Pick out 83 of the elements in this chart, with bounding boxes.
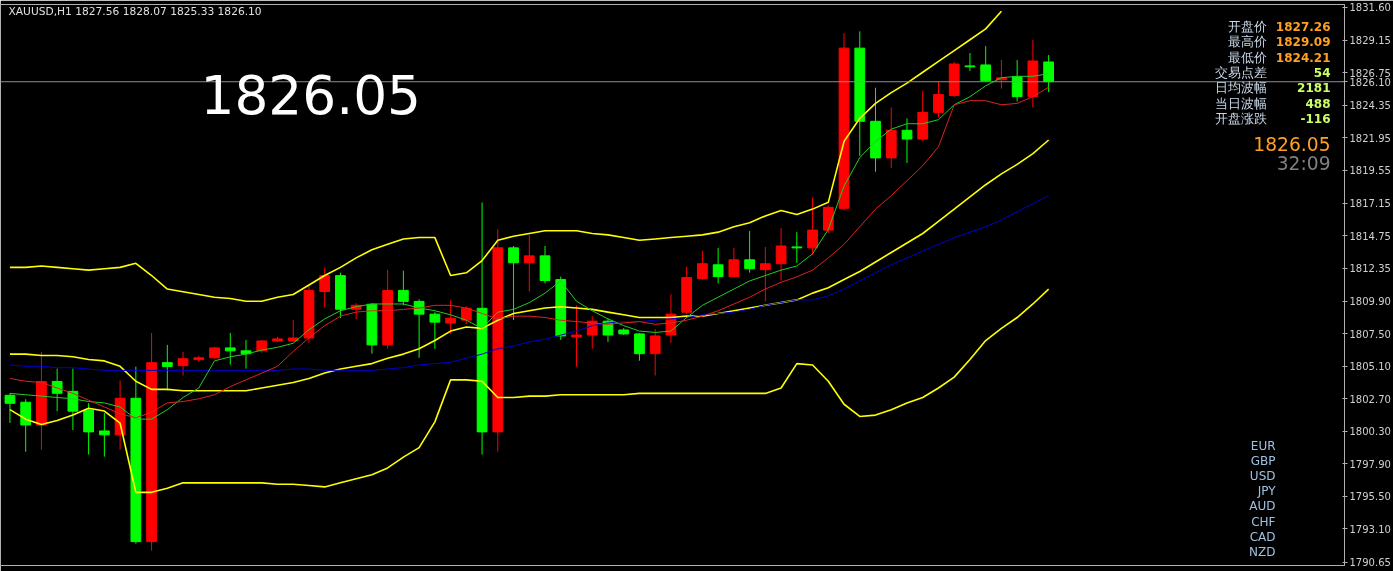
text: 开盘涨跌: [1214, 110, 1267, 126]
chart-title: XAUUSD,H1 1827.56 1828.07 1825.33 1826.10: [8, 5, 262, 18]
y-tick-label: 1800.30: [1349, 426, 1391, 438]
text: USD: [1249, 468, 1276, 483]
y-tick-label: 1829.15: [1349, 35, 1391, 47]
line-series: [9, 195, 1050, 371]
candlestick: [51, 368, 63, 412]
line-series: [9, 139, 1050, 392]
text: 交易点差: [1214, 64, 1267, 80]
text: EUR: [1250, 438, 1276, 453]
candlestick: [901, 117, 913, 164]
text: 日均波幅: [1214, 80, 1267, 96]
candlestick: [697, 250, 708, 281]
candlestick: [822, 204, 834, 234]
text: 1827.26: [1275, 20, 1331, 34]
candlestick: [319, 267, 331, 308]
candlestick: [791, 231, 803, 264]
candlestick: [398, 270, 409, 306]
candlestick: [508, 245, 519, 321]
candlestick: [4, 392, 16, 424]
candlestick: [224, 332, 236, 366]
text: NZD: [1249, 544, 1276, 559]
y-tick-label: 1824.35: [1349, 100, 1391, 112]
y-tick-label: 1807.50: [1349, 328, 1391, 340]
y-tick-label: 1809.90: [1349, 296, 1391, 308]
text: 当日波幅: [1214, 95, 1267, 111]
text: CHF: [1251, 514, 1276, 529]
y-tick-label: 1821.95: [1349, 132, 1391, 144]
candlestick: [1043, 54, 1055, 93]
candlestick: [980, 45, 992, 83]
candlestick: [98, 412, 110, 458]
candlestick: [964, 52, 976, 72]
candlestick: [429, 311, 441, 350]
text: JPY: [1256, 484, 1277, 499]
line-series: [9, 288, 1050, 494]
candlestick: [744, 230, 755, 274]
y-tick-label: 1790.65: [1349, 557, 1391, 569]
candlestick: [807, 196, 818, 256]
candlestick: [712, 247, 724, 285]
y-tick-label: 1819.55: [1349, 165, 1391, 177]
y-tick-label: 1817.15: [1349, 198, 1391, 210]
y-tick-label: 1793.10: [1349, 523, 1391, 535]
y-tick-label: 1826.75: [1349, 67, 1391, 79]
candlestick: [649, 328, 661, 377]
y-tick-label: 1797.90: [1349, 458, 1391, 470]
text: 1829.09: [1275, 35, 1331, 50]
candlestick: [20, 398, 32, 453]
y-tick-label: 1814.75: [1349, 230, 1391, 242]
text: 32:09: [1276, 153, 1331, 174]
candlestick: [523, 234, 535, 292]
candlestick: [759, 246, 771, 302]
candlestick: [1011, 59, 1023, 103]
y-tick-label: 1805.10: [1349, 361, 1391, 373]
text: 488: [1305, 96, 1331, 111]
candlestick: [67, 368, 79, 431]
candlestick: [161, 344, 173, 391]
candlestick: [83, 402, 95, 456]
candlestick: [933, 81, 944, 118]
candlestick: [240, 339, 252, 370]
y-tick-label: 1831.60: [1349, 2, 1391, 14]
candlestick: [445, 299, 456, 335]
y-tick-label: 1802.70: [1349, 393, 1391, 405]
text: GBP: [1250, 453, 1276, 468]
candlestick: [287, 319, 299, 343]
candlestick: [634, 332, 645, 362]
text: 2181: [1297, 81, 1331, 96]
candlestick: [728, 247, 740, 279]
candlestick: [177, 351, 189, 377]
ref-line-label: 1826.10: [1349, 76, 1391, 88]
text: -116: [1300, 111, 1331, 126]
text: 54: [1313, 65, 1331, 80]
text: 1826.05: [1253, 133, 1331, 155]
candlestick: [775, 227, 787, 282]
y-tick-label: 1795.50: [1349, 491, 1391, 503]
text: AUD: [1249, 499, 1276, 514]
candlestick: [571, 304, 582, 368]
text: 最低价: [1227, 49, 1267, 65]
y-tick-label: 1812.35: [1349, 263, 1391, 275]
text: CAD: [1249, 529, 1276, 544]
text: 1824.21: [1275, 50, 1331, 65]
text: 最高价: [1227, 34, 1267, 50]
annotation: 1826.05: [200, 64, 422, 127]
text: 开盘价: [1227, 19, 1267, 34]
